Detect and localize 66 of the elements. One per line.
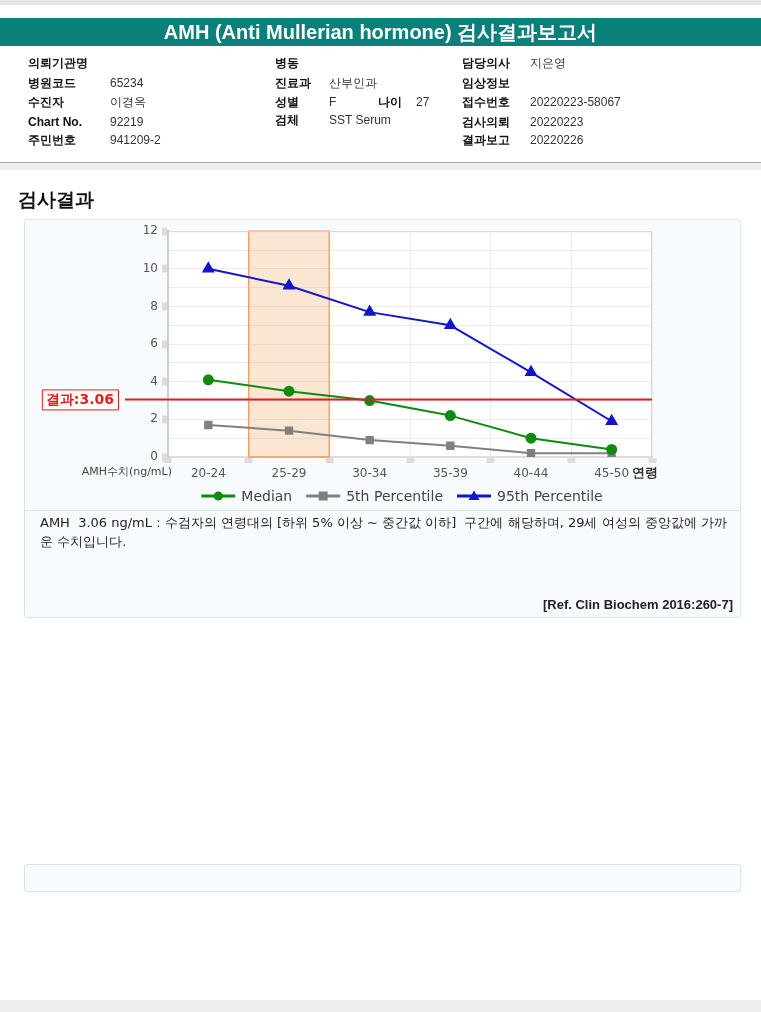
y-tick-label: 12	[142, 223, 158, 238]
text: 수진자	[28, 95, 64, 109]
point	[525, 432, 537, 444]
point	[606, 443, 618, 455]
text: SST Serum	[329, 113, 391, 127]
text: 지은영	[530, 56, 566, 70]
point	[204, 420, 213, 430]
chart-subtitle: 검사결과	[18, 187, 94, 211]
text: AMH 3.06 ng/mL : 수검자의 연령대의 [하위 5% 이상 ~ 중간값 이하] 구간에 해당하며, 29세 여성의 중앙값에 가까운 수치입니다.	[40, 514, 728, 551]
point	[525, 365, 537, 377]
text: 20220223	[530, 115, 584, 129]
x-tick-label: 45-50	[594, 466, 630, 481]
text: 나이	[378, 95, 402, 109]
point	[202, 374, 214, 386]
ref-line-label: 결과:3.06	[45, 391, 114, 408]
text: 941209-2	[110, 133, 161, 147]
x-tick-label: 35-39	[432, 466, 468, 481]
point	[446, 441, 455, 450]
text: 92219	[110, 115, 144, 129]
text: 병동	[275, 56, 299, 70]
text: 주민번호	[28, 133, 76, 147]
y-tick-label: 10	[142, 260, 158, 275]
text: F	[329, 95, 337, 109]
legend-label: 5th Percentile	[346, 487, 444, 504]
x-tick-label: 25-29	[271, 466, 307, 481]
text: 검체	[275, 113, 299, 127]
text: Chart No.	[28, 115, 82, 129]
text: 이경옥	[110, 95, 146, 109]
text: 산부인과	[329, 76, 377, 90]
text: 진료과	[275, 76, 311, 90]
legend-label: 95th Percentile	[497, 487, 603, 504]
text: 20220223-58067	[530, 95, 621, 109]
y-axis-title: AMH수치(ng/mL)	[81, 464, 172, 478]
legend-label: Median	[241, 487, 293, 504]
point	[283, 279, 295, 290]
chart-title: AMH (Anti Mullerian hormone) 검사결과보고서	[0, 18, 761, 46]
text: 의뢰기관명	[28, 56, 88, 70]
text: 20220226	[530, 133, 584, 147]
point	[365, 435, 374, 445]
text: 65234	[110, 76, 144, 90]
point	[202, 262, 215, 273]
point	[444, 410, 456, 422]
x-tick-label: 20-24	[190, 466, 226, 481]
x-tick-label: 40-44	[513, 466, 549, 481]
text: 27	[416, 95, 430, 109]
x-axis-title: 연령	[632, 465, 659, 481]
x-tick-label: 30-34	[352, 466, 388, 481]
text: 병원코드	[28, 76, 76, 90]
point	[526, 449, 536, 457]
text: 결과보고	[462, 133, 510, 147]
text: 성별	[275, 95, 299, 109]
y-tick-label: 6	[150, 336, 158, 351]
y-tick-label: 8	[150, 298, 158, 313]
point	[444, 318, 457, 330]
text: 담당의사	[462, 56, 510, 70]
text: 검사의뢰	[462, 115, 510, 129]
text: [Ref. Clin Biochem 2016:260-7]	[542, 597, 733, 612]
y-tick-label: 4	[150, 373, 158, 388]
point	[363, 305, 376, 316]
text: 임상정보	[462, 76, 510, 90]
y-tick-label: 2	[150, 411, 158, 426]
y-tick-label: 0	[150, 449, 158, 464]
point	[284, 426, 294, 435]
text: 접수번호	[462, 95, 510, 109]
point	[283, 385, 295, 397]
point	[605, 414, 618, 425]
